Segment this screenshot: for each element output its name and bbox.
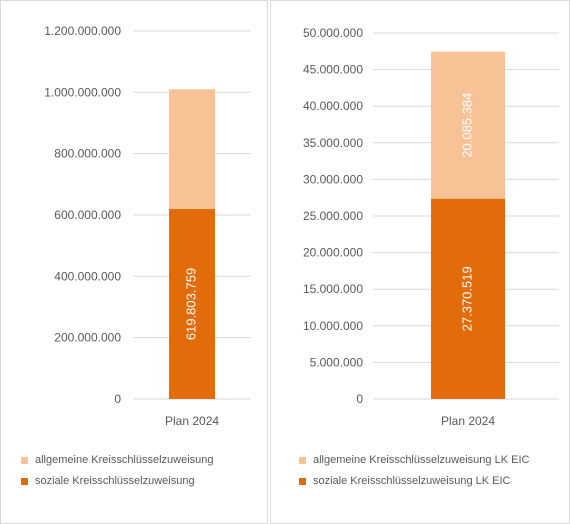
chart-right-tick-label-6: 30.000.000 [303, 172, 363, 186]
chart-left-tick-label-6: 1.200.000.000 [44, 24, 121, 38]
legend-label-soziale-eic: soziale Kreisschlüsselzuweisung LK EIC [313, 475, 511, 487]
legend-left: allgemeine Kreisschlüsselzuweisung sozia… [21, 453, 261, 495]
chart-right-tick-label-4: 20.000.000 [303, 246, 363, 260]
legend-label-allgemeine: allgemeine Kreisschlüsselzuweisung [35, 454, 214, 466]
legend-label-allgemeine-eic: allgemeine Kreisschlüsselzuweisung LK EI… [313, 454, 530, 466]
legend-label-soziale: soziale Kreisschlüsselzuweisung [35, 475, 195, 487]
chart-right-tick-label-10: 50.000.000 [303, 26, 363, 40]
chart-right-tick-label-2: 10.000.000 [303, 319, 363, 333]
chart-panel-right: 0 5.000.000 10.000.000 15.000.000 20.000.000… [270, 0, 570, 524]
chart-left-tick-label-5: 1.000.000.000 [44, 85, 121, 99]
chart-left-tick-label-2: 400.000.000 [54, 269, 121, 283]
legend-swatch-soziale-eic [299, 478, 306, 485]
chart-left-tick-label-1: 200.000.000 [54, 331, 121, 345]
chart-right-bar-0 [431, 198, 505, 399]
chart-right-tick-label-8: 40.000.000 [303, 99, 363, 113]
legend-right: allgemeine Kreisschlüsselzuweisung LK EI… [299, 453, 569, 495]
chart-panel-left: 0 200.000.000 400.000.000 600.000.000 800.00… [0, 0, 268, 524]
chart-right-tick-label-0: 0 [356, 392, 363, 406]
chart-left-tick-label-3: 600.000.000 [54, 208, 121, 222]
legend-item-soziale-eic: soziale Kreisschlüsselzuweisung LK EIC [299, 474, 569, 489]
legend-item-soziale: soziale Kreisschlüsselzuweisung [21, 474, 261, 489]
chart-right-tick-label-7: 35.000.000 [303, 136, 363, 150]
legend-item-allgemeine: allgemeine Kreisschlüsselzuweisung [21, 453, 261, 468]
chart-left-bar-0 [169, 208, 215, 399]
chart-left-plot: 0 200.000.000 400.000.000 600.000.000 800.00… [44, 24, 251, 428]
chart-right-tick-label-1: 5.000.000 [310, 355, 364, 369]
chart-left-category-label: Plan 2024 [165, 414, 219, 428]
legend-swatch-soziale [21, 478, 28, 485]
chart-right-tick-label-5: 25.000.000 [303, 209, 363, 223]
chart-right-tick-label-9: 45.000.000 [303, 63, 363, 77]
chart-right-data-label-0: 27.370.519 [459, 266, 474, 331]
chart-right-plot: 0 5.000.000 10.000.000 15.000.000 20.000.000… [303, 26, 559, 428]
chart-left-data-label-0: 619.803.759 [183, 268, 198, 340]
chart-right-data-label-1: 20.085.384 [459, 93, 474, 158]
legend-swatch-allgemeine-eic [299, 457, 306, 464]
chart-left-tick-label-4: 800.000.000 [54, 147, 121, 161]
legend-item-allgemeine-eic: allgemeine Kreisschlüsselzuweisung LK EI… [299, 453, 569, 468]
chart-right-bar-1 [431, 51, 505, 199]
chart-left-tick-label-0: 0 [114, 392, 121, 406]
legend-swatch-allgemeine [21, 457, 28, 464]
chart-right-category-label: Plan 2024 [441, 414, 495, 428]
chart-left-bar-1 [169, 89, 215, 209]
chart-right-tick-label-3: 15.000.000 [303, 282, 363, 296]
